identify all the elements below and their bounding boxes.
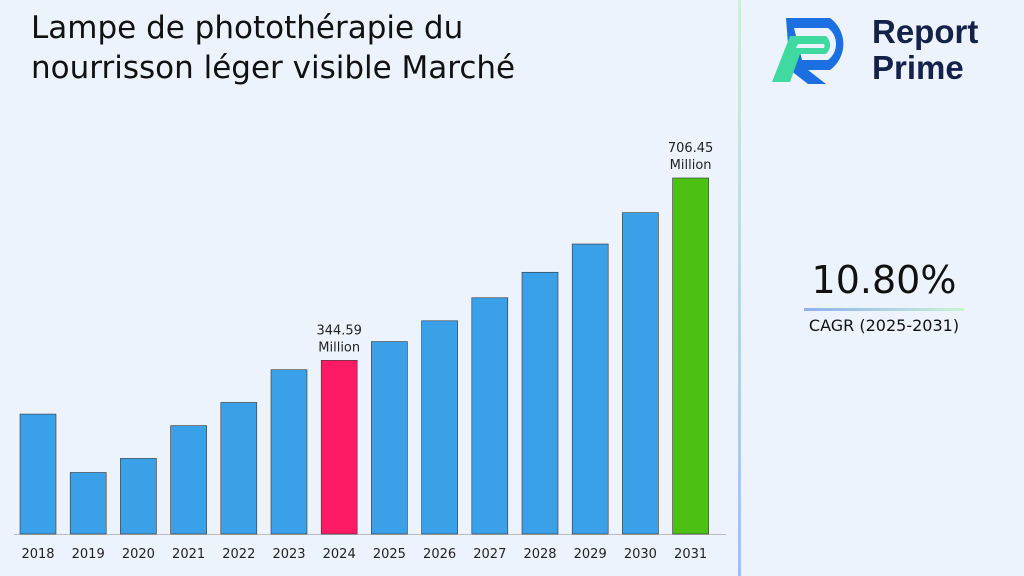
data-label-unit: Million: [670, 158, 712, 173]
bar-2028: [521, 271, 559, 535]
brand-name: Report Prime: [872, 14, 978, 86]
x-tick-label: 2020: [122, 547, 155, 562]
x-tick-label: 2030: [624, 547, 657, 562]
bar-2023: [270, 369, 308, 535]
x-tick-label: 2024: [323, 547, 356, 562]
x-tick-label: 2027: [473, 547, 506, 562]
bar-2020: [120, 458, 157, 535]
bar-2026: [421, 320, 458, 535]
bar-2019: [69, 472, 107, 535]
bar-2018: [19, 413, 57, 535]
chart-title: Lampe de photothérapie du nourrisson lég…: [31, 10, 516, 86]
x-tick-label: 2021: [172, 547, 205, 562]
bar-2031: [672, 177, 709, 535]
bar-2030: [622, 212, 659, 535]
brand-name-line2: Prime: [872, 49, 964, 86]
data-label-value: 344.59: [316, 323, 362, 338]
x-tick-label: 2031: [674, 547, 707, 562]
cagr-value: 10.80%: [811, 258, 957, 302]
brand-name-line1: Report: [872, 13, 979, 50]
x-tick-label: 2029: [574, 547, 607, 562]
cagr-underline: [804, 308, 964, 311]
divider: [738, 0, 741, 576]
data-label-unit: Million: [318, 340, 360, 355]
bar-2021: [170, 425, 207, 535]
x-tick-label: 2025: [373, 547, 406, 562]
bar-2024: [320, 360, 358, 535]
x-tick-label: 2018: [21, 547, 54, 562]
cagr-label: CAGR (2025-2031): [808, 316, 960, 335]
bar-2022: [220, 402, 258, 535]
bar-chart: 2018 2019 2020 2021 2022 2023 2024 344.59 Millio…: [14, 141, 726, 562]
data-label-value: 706.45: [668, 141, 714, 156]
x-tick-label: 2028: [523, 547, 556, 562]
x-tick-label: 2023: [272, 547, 305, 562]
report-prime-logo-icon: [772, 18, 844, 84]
bar-2027: [471, 297, 509, 535]
x-tick-label: 2022: [222, 547, 255, 562]
bar-2029: [571, 243, 609, 535]
x-tick-label: 2026: [423, 547, 456, 562]
x-tick-label: 2019: [72, 547, 105, 562]
bar-2025: [371, 341, 408, 535]
